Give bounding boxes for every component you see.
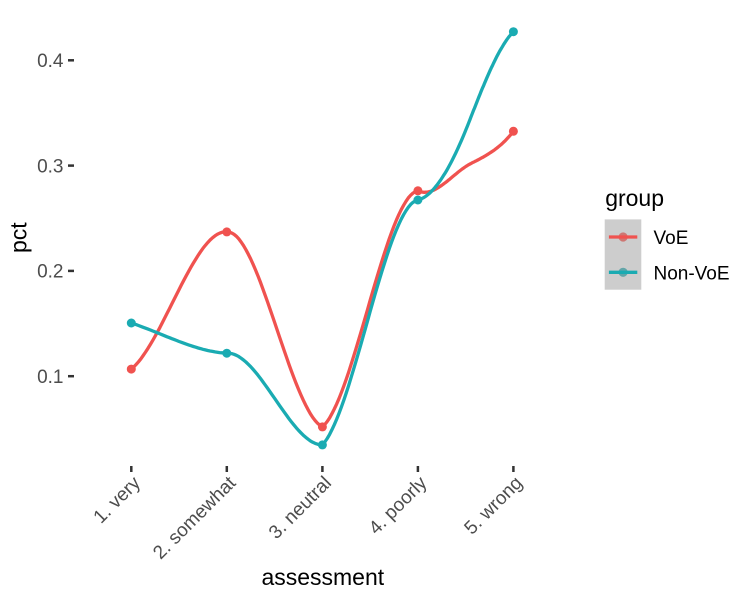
svg-text:0.4: 0.4: [37, 51, 64, 72]
svg-text:Non-VoE: Non-VoE: [654, 264, 730, 285]
svg-text:2. somewhat: 2. somewhat: [149, 472, 241, 564]
svg-text:3. neutral: 3. neutral: [265, 473, 336, 544]
svg-text:assessment: assessment: [261, 564, 384, 590]
svg-text:1. very: 1. very: [90, 472, 146, 528]
svg-text:0.2: 0.2: [37, 262, 63, 283]
svg-text:0.1: 0.1: [37, 367, 63, 388]
svg-text:VoE: VoE: [654, 228, 689, 249]
svg-text:0.3: 0.3: [37, 156, 63, 177]
svg-text:pct: pct: [6, 222, 32, 253]
svg-text:4. poorly: 4. poorly: [365, 472, 432, 539]
svg-text:group: group: [605, 185, 664, 211]
svg-text:5. wrong: 5. wrong: [461, 473, 527, 539]
